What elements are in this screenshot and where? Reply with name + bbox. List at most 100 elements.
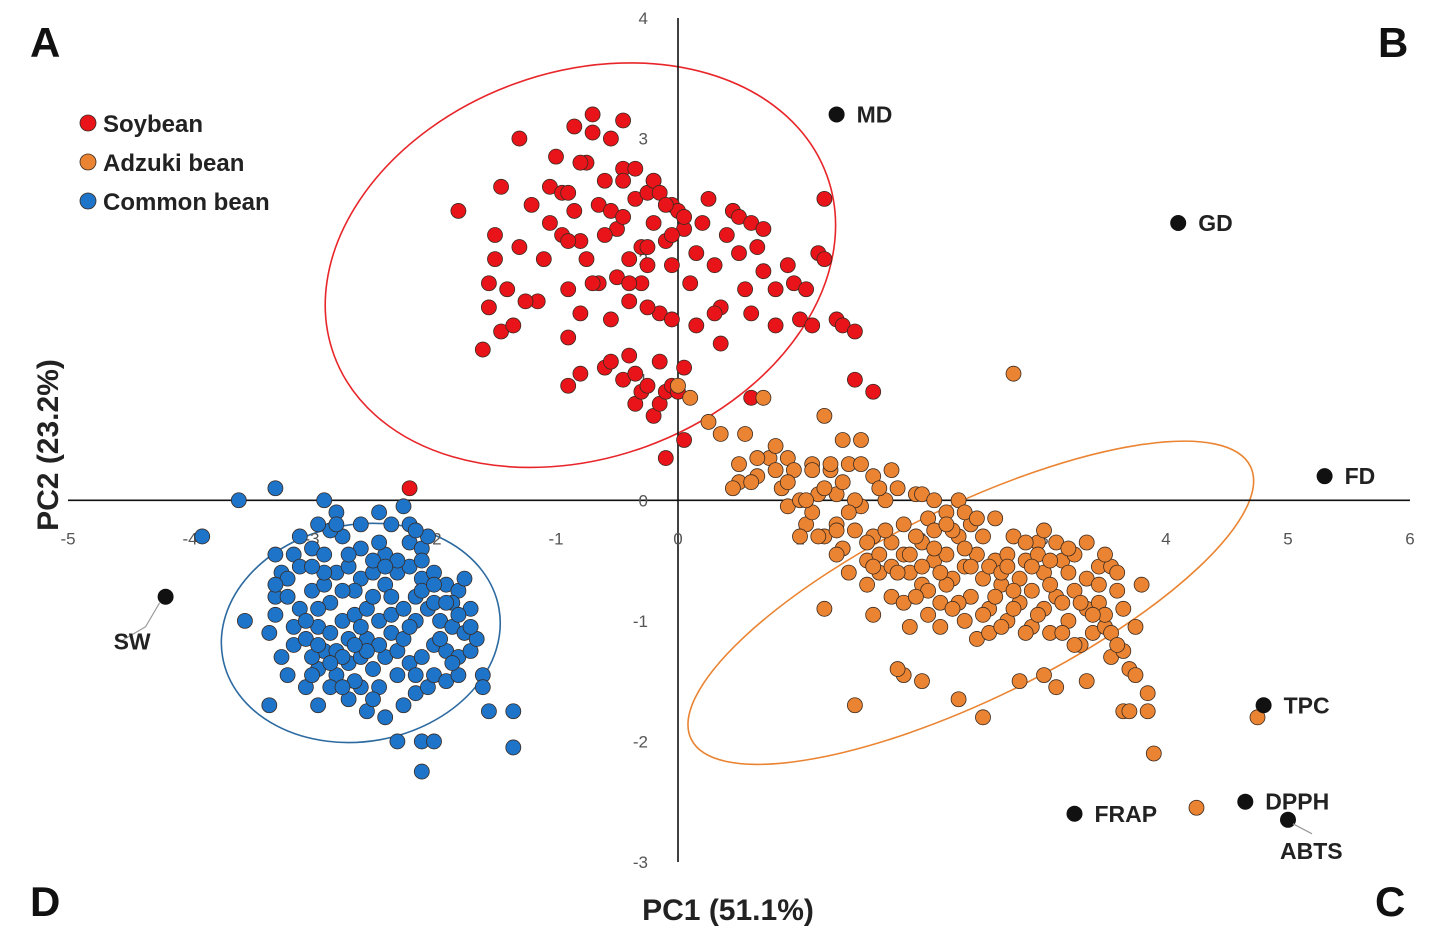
legend-label-common-bean: Common bean (103, 189, 270, 216)
point-soybean (603, 353, 619, 370)
point-adzuki-bean (1036, 522, 1052, 539)
point-soybean (584, 106, 601, 123)
point-common-bean (340, 546, 357, 563)
point-soybean (676, 209, 692, 225)
point-common-bean (352, 516, 369, 533)
point-adzuki-bean (834, 474, 851, 491)
point-common-bean (261, 697, 278, 714)
point-adzuki-bean (834, 432, 851, 448)
point-common-bean (334, 582, 351, 599)
point-adzuki-bean (877, 522, 894, 539)
point-adzuki-bean (1005, 582, 1022, 599)
point-adzuki-bean (1139, 685, 1156, 702)
point-soybean (560, 377, 577, 394)
point-common-bean (316, 492, 333, 509)
point-adzuki-bean (865, 558, 882, 575)
point-soybean (480, 275, 497, 292)
point-soybean (401, 480, 418, 497)
point-adzuki-bean (847, 697, 863, 714)
point-adzuki-bean (962, 558, 979, 575)
variable-label-tpc: TPC (1284, 692, 1330, 718)
point-common-bean (273, 649, 290, 665)
point-adzuki-bean (987, 588, 1004, 605)
point-adzuki-bean (828, 546, 845, 563)
point-adzuki-bean (1023, 582, 1040, 599)
point-soybean (731, 245, 747, 262)
point-soybean (688, 245, 705, 262)
point-adzuki-bean (908, 528, 924, 545)
point-adzuki-bean (1139, 703, 1156, 720)
point-adzuki-bean (1109, 564, 1126, 581)
point-soybean (804, 317, 821, 334)
point-soybean (694, 215, 711, 231)
point-soybean (578, 251, 595, 268)
point-adzuki-bean (853, 456, 869, 473)
point-adzuki-bean (822, 456, 839, 473)
point-adzuki-bean (670, 377, 686, 394)
point-soybean (639, 257, 656, 274)
point-adzuki-bean (853, 432, 869, 448)
point-common-bean (194, 528, 211, 545)
point-soybean (651, 353, 668, 370)
point-adzuki-bean (1084, 606, 1101, 623)
point-common-bean (310, 600, 327, 617)
point-soybean (627, 160, 644, 177)
point-soybean (505, 317, 522, 334)
point-common-bean (450, 606, 467, 623)
variable-point-abts (1280, 811, 1296, 828)
point-common-bean (365, 661, 381, 677)
x-tick-label: 5 (1283, 529, 1292, 548)
point-common-bean (413, 763, 430, 780)
point-adzuki-bean (810, 528, 827, 545)
point-soybean (560, 281, 577, 298)
point-adzuki-bean (926, 492, 943, 509)
point-soybean (676, 432, 692, 448)
point-adzuki-bean (914, 558, 930, 575)
point-soybean (682, 275, 699, 292)
point-common-bean (395, 697, 412, 714)
point-adzuki-bean (889, 661, 906, 677)
x-tick-label: 6 (1405, 529, 1414, 548)
point-adzuki-bean (1005, 365, 1022, 382)
point-common-bean (401, 618, 418, 635)
point-soybean (779, 257, 796, 274)
point-adzuki-bean (1005, 600, 1022, 617)
y-tick-label: 4 (639, 9, 648, 28)
point-common-bean (413, 552, 430, 569)
variable-point-gd (1170, 214, 1187, 231)
tick-labels: -5-4-3-2-1012345643210-1-2-3 (60, 9, 1414, 872)
point-soybean (511, 239, 528, 255)
point-adzuki-bean (816, 480, 833, 497)
point-adzuki-bean (743, 474, 760, 491)
point-adzuki-bean (950, 691, 967, 708)
ellipse-soybean (324, 62, 837, 469)
legend: Soybean Adzuki bean Common bean (79, 111, 270, 216)
point-common-bean (230, 492, 247, 509)
point-adzuki-bean (889, 564, 906, 581)
variable-point-frap (1066, 805, 1083, 822)
point-soybean (493, 178, 510, 195)
point-adzuki-bean (932, 564, 949, 581)
point-soybean (560, 184, 577, 201)
point-soybean (603, 130, 619, 147)
point-common-bean (352, 618, 369, 635)
point-common-bean (395, 600, 412, 617)
point-adzuki-bean (859, 576, 875, 593)
point-common-bean (462, 618, 479, 635)
point-adzuki-bean (700, 414, 717, 430)
point-soybean (688, 317, 705, 334)
y-axis-title: PC2 (23.2%) (32, 359, 65, 531)
point-soybean (847, 323, 863, 340)
point-adzuki-bean (749, 450, 766, 466)
point-adzuki-bean (828, 522, 845, 539)
legend-label-soybean: Soybean (103, 111, 203, 138)
point-common-bean (383, 516, 400, 533)
corner-label-c: C (1375, 878, 1405, 925)
point-soybean (657, 450, 674, 466)
point-adzuki-bean (1042, 552, 1058, 569)
point-adzuki-bean (1060, 540, 1077, 557)
variable-point-fd (1316, 468, 1333, 485)
point-adzuki-bean (975, 709, 991, 726)
point-adzuki-bean (859, 534, 875, 551)
point-soybean (621, 251, 638, 268)
